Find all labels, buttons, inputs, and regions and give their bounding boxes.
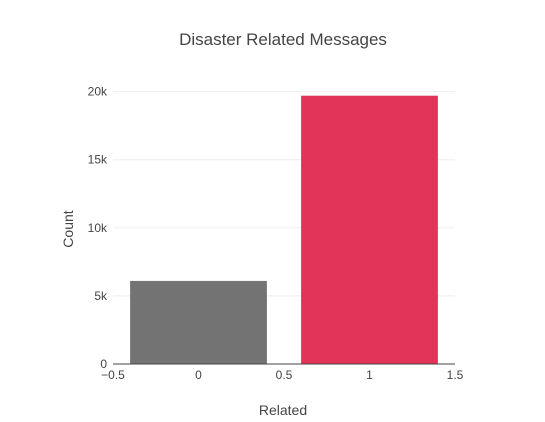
x-tick-label-0: −0.5 xyxy=(101,368,125,382)
y-tick-label-4: 20k xyxy=(88,85,108,99)
bars xyxy=(130,95,438,364)
y-axis-label: Count xyxy=(60,210,76,247)
x-tick-label-3: 1 xyxy=(366,368,373,382)
y-tick-label-2: 10k xyxy=(88,221,108,235)
x-tick-labels: −0.5 0 0.5 1 1.5 xyxy=(101,368,464,382)
y-tick-labels: 0 5k 10k 15k 20k xyxy=(88,85,108,371)
x-axis-label: Related xyxy=(259,402,307,418)
x-tick-label-4: 1.5 xyxy=(447,368,464,382)
y-tick-label-3: 15k xyxy=(88,153,108,167)
y-tick-label-0: 0 xyxy=(100,357,107,371)
chart-title: Disaster Related Messages xyxy=(179,30,387,49)
bar-1 xyxy=(301,95,438,364)
x-tick-label-1: 0 xyxy=(195,368,202,382)
bar-0 xyxy=(130,280,267,364)
x-tick-label-2: 0.5 xyxy=(276,368,293,382)
y-tick-label-1: 5k xyxy=(94,289,108,303)
